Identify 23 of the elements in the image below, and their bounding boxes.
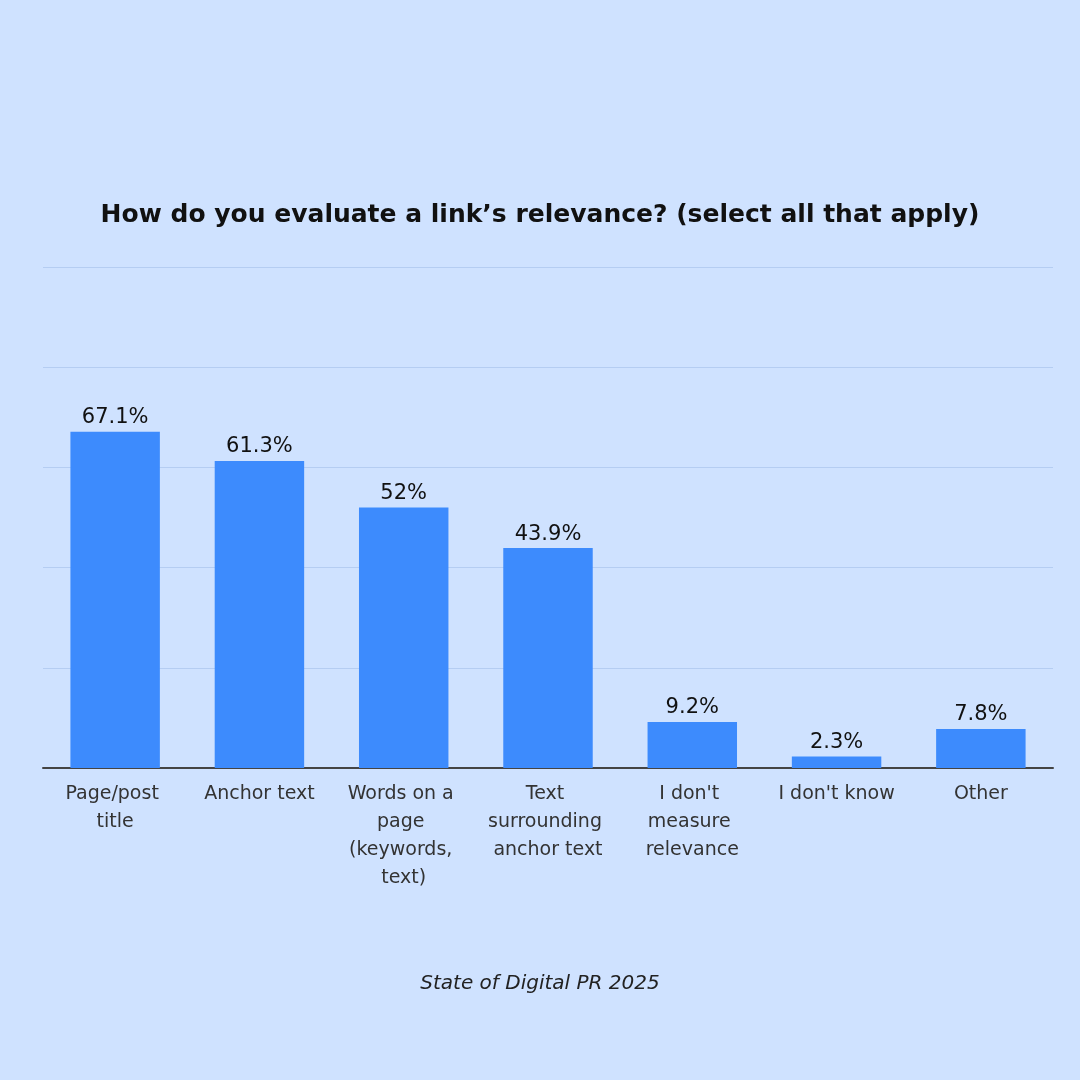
data-label: 7.8%: [954, 701, 1008, 726]
x-tick-label: I don't measure relevance: [645, 781, 739, 859]
bar: [791, 756, 882, 768]
data-label: 67.1%: [81, 404, 149, 429]
x-tick-label: Page/post title: [65, 781, 165, 831]
data-label: 2.3%: [809, 728, 864, 753]
bar: [70, 431, 160, 768]
bar: [647, 721, 738, 768]
data-label: 52%: [380, 479, 428, 504]
bar: [214, 460, 305, 768]
bar: [936, 728, 1026, 768]
x-tick-label: Words on a page (keywords, text): [347, 781, 460, 887]
data-label: 9.2%: [665, 694, 719, 719]
data-label: 61.3%: [226, 433, 293, 458]
text: State of Digital PR 2025: [420, 970, 660, 994]
chart-title: How do you evaluate a link’s relevance? (select all that apply): [100, 199, 980, 228]
x-tick-label: Text surrounding anchor text: [487, 781, 609, 859]
x-tick-label: Anchor text: [204, 781, 315, 803]
x-tick-label: I don't know: [778, 781, 895, 803]
bar: [358, 507, 449, 768]
x-tick-label: Other: [953, 781, 1009, 803]
bar: [503, 548, 593, 768]
data-label: 43.9%: [514, 520, 582, 545]
